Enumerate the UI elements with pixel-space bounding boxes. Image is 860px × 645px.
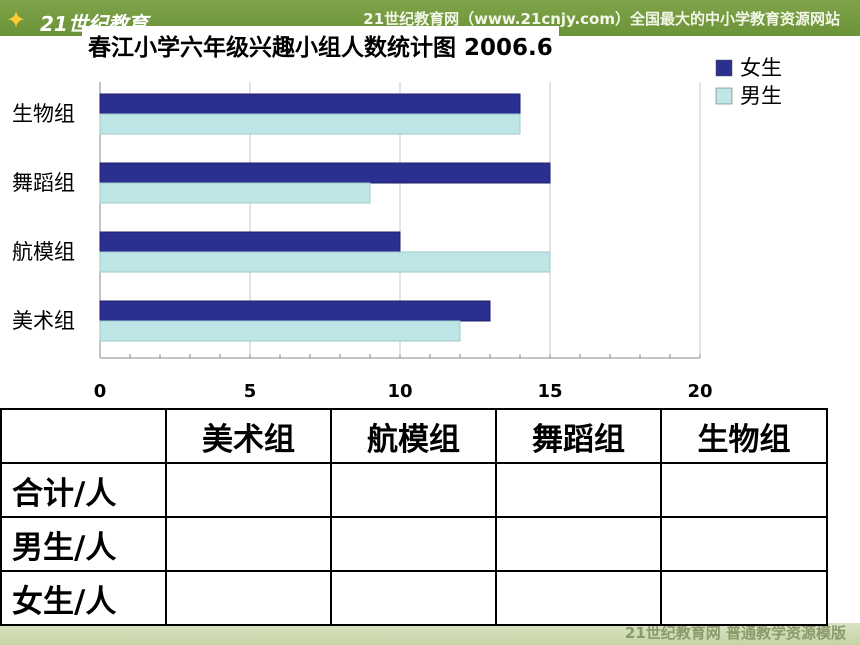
x-tick-label: 5	[244, 381, 257, 402]
table-header-cell: 舞蹈组	[495, 408, 662, 464]
table-cell[interactable]	[660, 570, 828, 626]
table-row: 女生/人	[0, 570, 828, 626]
bottom-banner: 21世纪教育网 普通教学资源模版	[0, 623, 860, 645]
table-cell[interactable]	[330, 570, 497, 626]
chart-title-text: 春江小学六年级兴趣小组人数统计图	[88, 35, 456, 61]
bar	[99, 320, 461, 342]
chart-title: 春江小学六年级兴趣小组人数统计图 2006.6	[82, 26, 559, 64]
bar	[99, 300, 491, 322]
site-banner-text: 21世纪教育网（www.21cnjy.com）全国最大的中小学教育资源网站	[363, 10, 840, 28]
row-label: 男生/人	[0, 516, 167, 572]
bar	[99, 231, 401, 253]
table-header-cell: 生物组	[660, 408, 828, 464]
bar	[99, 162, 551, 184]
bar	[99, 113, 521, 135]
row-label: 女生/人	[0, 570, 167, 626]
x-tick-label: 15	[537, 381, 562, 402]
bar	[99, 251, 551, 273]
x-tick-label: 20	[687, 381, 712, 402]
table-cell[interactable]	[330, 516, 497, 572]
category-label: 美术组	[12, 309, 75, 333]
table-cell[interactable]	[165, 516, 332, 572]
bar	[99, 93, 521, 115]
legend-swatch	[715, 87, 733, 105]
category-label: 生物组	[12, 102, 75, 126]
table-header-cell: 美术组	[165, 408, 332, 464]
table-row: 合计/人	[0, 462, 828, 518]
row-label: 合计/人	[0, 462, 167, 518]
category-label: 航模组	[12, 240, 75, 264]
stats-table: 美术组 航模组 舞蹈组 生物组 合计/人 男生/人 女生/人	[0, 408, 828, 626]
table-row: 男生/人	[0, 516, 828, 572]
table-cell[interactable]	[495, 570, 662, 626]
legend-swatch	[715, 59, 733, 77]
chart-subtitle: 2006.6	[464, 35, 553, 61]
table-cell[interactable]	[660, 462, 828, 518]
bar	[99, 182, 371, 204]
table-corner-cell	[0, 408, 167, 464]
legend-label: 女生	[740, 56, 782, 80]
runner-icon: ✦	[6, 6, 27, 34]
legend-label: 男生	[740, 84, 782, 108]
table-cell[interactable]	[495, 516, 662, 572]
table-header-row: 美术组 航模组 舞蹈组 生物组	[0, 408, 828, 464]
category-label: 舞蹈组	[12, 171, 75, 195]
x-tick-label: 0	[94, 381, 107, 402]
table-cell[interactable]	[165, 570, 332, 626]
x-tick-label: 10	[387, 381, 412, 402]
footer-text: 21世纪教育网 普通教学资源模版	[624, 624, 846, 642]
table-cell[interactable]	[660, 516, 828, 572]
table-cell[interactable]	[330, 462, 497, 518]
table-header-cell: 航模组	[330, 408, 497, 464]
table-cell[interactable]	[495, 462, 662, 518]
table-cell[interactable]	[165, 462, 332, 518]
